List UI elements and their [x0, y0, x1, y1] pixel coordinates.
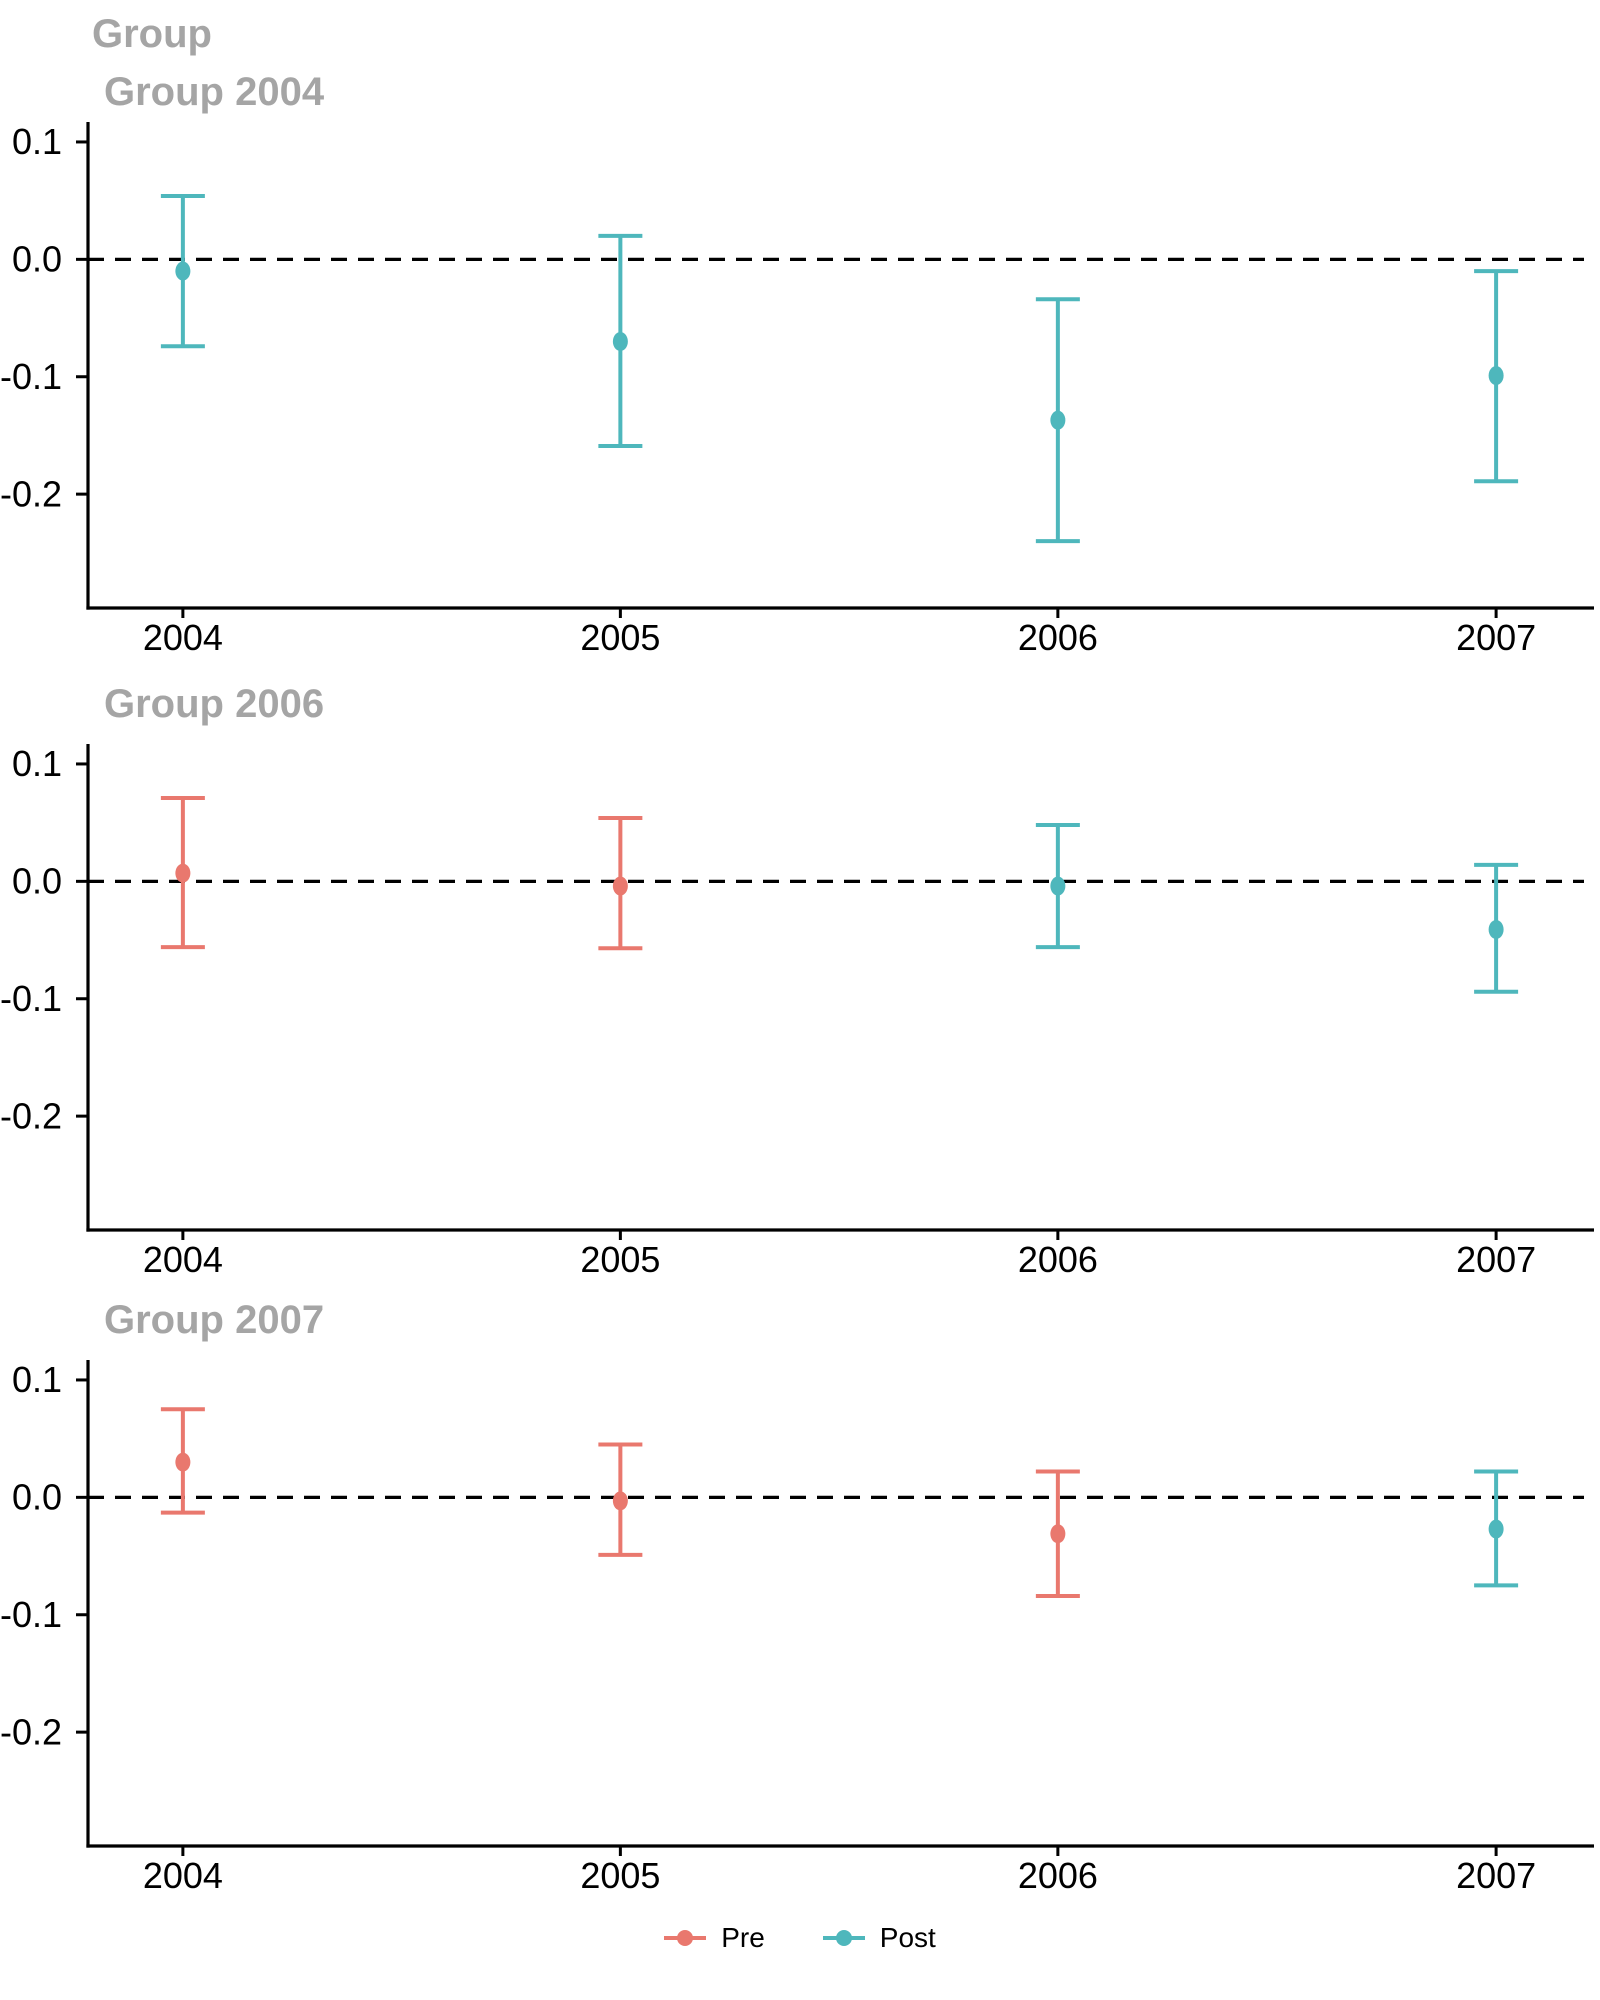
y-tick-label: -0.2 — [0, 1711, 62, 1752]
x-tick-label: 2005 — [580, 1855, 660, 1896]
estimate-point — [175, 261, 191, 281]
y-tick-label: -0.2 — [0, 473, 62, 514]
x-tick-label: 2007 — [1456, 1239, 1536, 1280]
x-tick-label: 2006 — [1018, 1239, 1098, 1280]
y-tick-label: 0.0 — [12, 861, 62, 902]
legend-item-post: Post — [822, 1922, 936, 1954]
figure-title: Group — [92, 12, 212, 56]
post-key-dot — [835, 1930, 852, 1946]
estimate-point — [175, 1452, 191, 1472]
y-tick-label: 0.0 — [12, 1477, 62, 1518]
y-tick-label: -0.2 — [0, 1095, 62, 1136]
x-tick-label: 2004 — [143, 1239, 223, 1280]
x-tick-label: 2007 — [1456, 617, 1536, 658]
y-tick-label: -0.1 — [0, 1594, 62, 1635]
x-tick-label: 2004 — [143, 617, 223, 658]
x-tick-label: 2006 — [1018, 617, 1098, 658]
panel-title-group-2007: Group 2007 — [104, 1298, 325, 1342]
x-tick-label: 2007 — [1456, 1855, 1536, 1896]
y-tick-label: -0.1 — [0, 356, 62, 397]
estimate-point — [1488, 366, 1504, 386]
estimate-point — [1050, 876, 1066, 896]
y-tick-label: 0.1 — [12, 121, 62, 162]
estimate-point — [1050, 410, 1066, 430]
y-tick-label: 0.1 — [12, 743, 62, 784]
legend: Pre Post — [0, 1922, 1600, 1954]
x-tick-label: 2006 — [1018, 1855, 1098, 1896]
estimate-point — [175, 863, 191, 883]
estimate-point — [1488, 1519, 1504, 1539]
panel-title-group-2006: Group 2006 — [104, 682, 325, 726]
estimate-point — [1050, 1524, 1066, 1544]
y-tick-label: -0.1 — [0, 978, 62, 1019]
estimate-point — [612, 332, 628, 352]
estimate-point — [612, 1491, 628, 1511]
legend-label-pre: Pre — [721, 1922, 765, 1953]
x-tick-label: 2005 — [580, 1239, 660, 1280]
panel-title-group-2004: Group 2004 — [104, 70, 325, 114]
pre-key-dot — [677, 1930, 694, 1946]
y-tick-label: 0.0 — [12, 239, 62, 280]
estimate-point — [612, 876, 628, 896]
y-tick-label: 0.1 — [12, 1359, 62, 1400]
legend-item-pre: Pre — [664, 1922, 765, 1954]
pre-key-icon — [664, 1927, 707, 1949]
legend-label-post: Post — [879, 1922, 936, 1953]
post-key-icon — [822, 1927, 865, 1949]
estimate-point — [1488, 919, 1504, 939]
x-tick-label: 2004 — [143, 1855, 223, 1896]
x-tick-label: 2005 — [580, 617, 660, 658]
